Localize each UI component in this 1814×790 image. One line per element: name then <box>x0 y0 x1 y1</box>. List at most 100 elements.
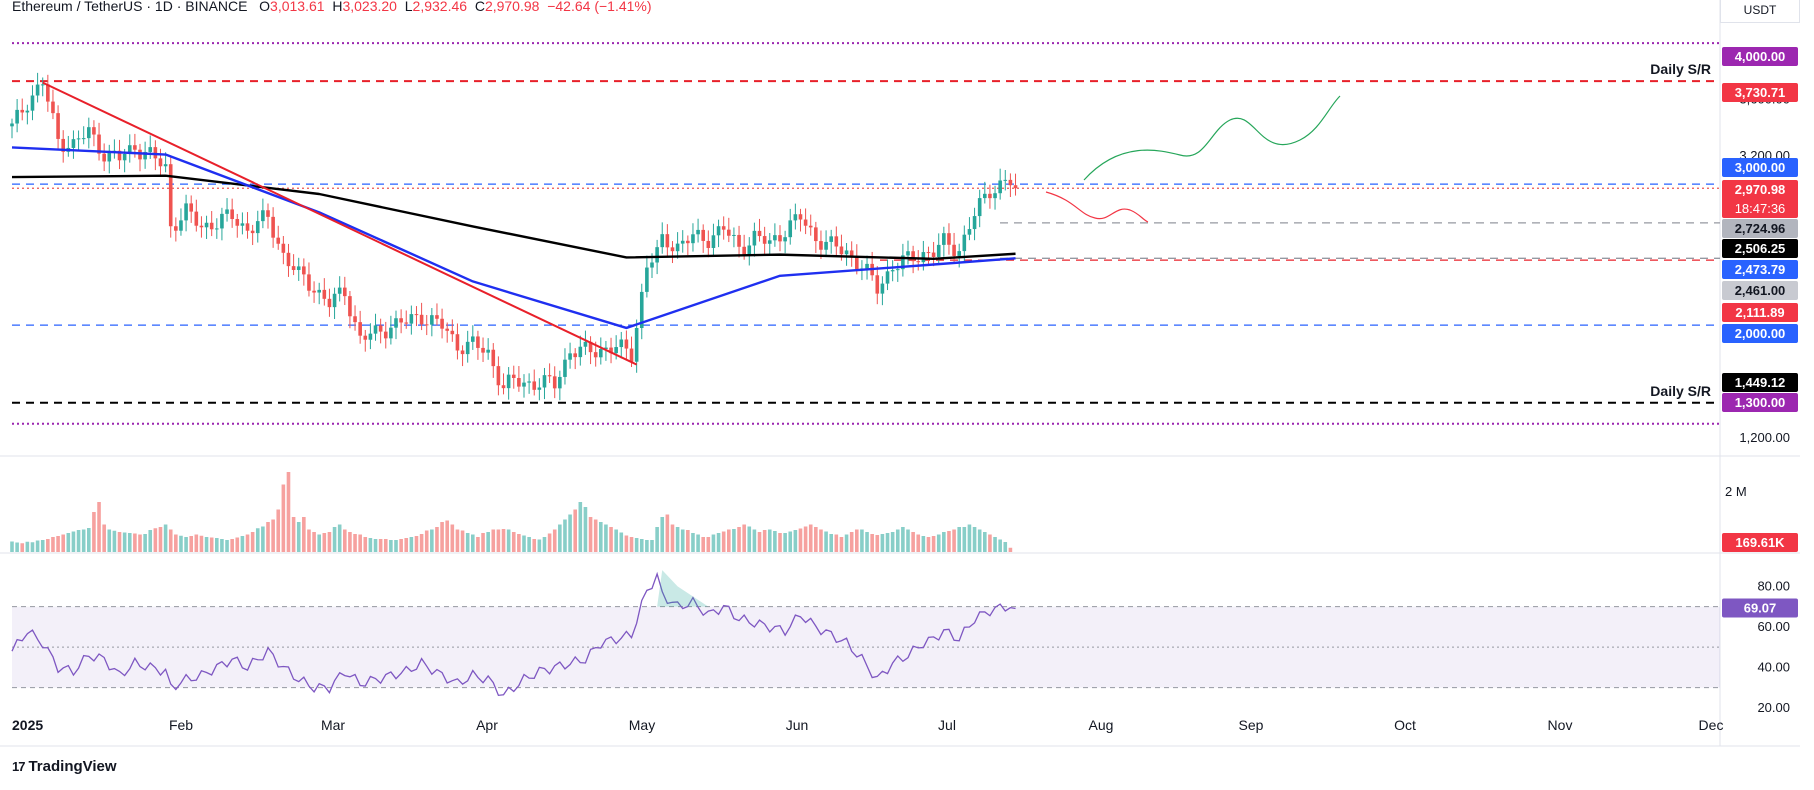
open-value: 3,013.61 <box>270 0 325 14</box>
volume-bar <box>117 532 122 552</box>
volume-bar <box>199 535 204 552</box>
volume-bar <box>491 529 496 552</box>
volume-bar <box>404 538 409 552</box>
symbol-title[interactable]: Ethereum / TetherUS · 1D · BINANCE <box>12 0 248 14</box>
volume-bar <box>435 527 439 552</box>
volume-bar <box>783 533 787 552</box>
volume-bar <box>819 529 823 552</box>
candle-body <box>358 322 362 336</box>
candle-body <box>732 234 736 236</box>
volume-bar <box>901 527 905 552</box>
price-level-tag-label: 2,724.96 <box>1735 221 1786 236</box>
volume-bar <box>51 537 55 552</box>
candle-body <box>332 293 337 308</box>
volume-bar <box>440 522 444 552</box>
volume-bar <box>230 539 234 552</box>
volume-bar <box>138 534 142 552</box>
volume-bar <box>599 522 603 552</box>
volume-bar <box>399 539 403 552</box>
candle-body <box>962 234 967 252</box>
candle-body <box>977 198 982 217</box>
volume-bar <box>363 537 368 552</box>
candle-body <box>486 349 490 353</box>
candle-body <box>455 334 460 351</box>
volume-bar <box>655 527 659 552</box>
volume-bar <box>373 539 378 552</box>
volume-bar <box>639 539 644 552</box>
candle-body <box>481 347 485 353</box>
candle-body <box>419 314 424 325</box>
candle-body <box>153 147 158 159</box>
candle-body <box>501 385 506 389</box>
volume-bar <box>255 528 260 552</box>
x-tick-label: Mar <box>321 717 345 733</box>
candle-body <box>916 261 921 263</box>
volume-bar <box>711 534 716 552</box>
volume-bar <box>906 529 910 552</box>
volume-bar <box>839 537 844 552</box>
volume-bar <box>343 529 347 552</box>
price-level-tag-label: 1,449.12 <box>1735 375 1786 390</box>
candle-body <box>235 219 240 226</box>
candle-body <box>102 153 106 162</box>
candle-body <box>727 229 731 236</box>
candle-body <box>752 230 757 246</box>
x-tick-label: Jun <box>786 717 809 733</box>
candle-body <box>711 235 716 248</box>
candle-body <box>537 387 542 390</box>
candle-body <box>834 236 839 247</box>
volume-bar <box>511 532 516 552</box>
candle-body <box>895 269 900 271</box>
change-value: −42.64 (−1.41%) <box>547 0 652 14</box>
volume-bar <box>527 537 531 552</box>
candle-body <box>378 325 383 332</box>
volume-bar <box>686 530 690 552</box>
ma-blue-line <box>11 146 1016 330</box>
candle-body <box>788 220 793 238</box>
candle-body <box>271 216 275 238</box>
volume-bar <box>931 536 936 552</box>
candle-body <box>747 245 752 255</box>
volume-bar <box>368 538 373 552</box>
price-level-tag <box>1722 47 1798 66</box>
volume-bar <box>317 534 321 552</box>
volume-bar <box>20 543 25 552</box>
price-level-tag <box>1722 393 1798 412</box>
currency-selector[interactable]: USDT <box>1720 0 1800 23</box>
volume-bar <box>824 531 828 552</box>
price-level-tag <box>1722 158 1798 177</box>
volume-bar <box>281 484 286 552</box>
price-level-tag-label: 2,970.98 <box>1735 182 1786 197</box>
volume-bar <box>660 517 665 552</box>
volume-bar <box>71 531 76 552</box>
candle-body <box>629 348 634 362</box>
candle-body <box>506 374 511 389</box>
volume-bar <box>353 534 357 552</box>
price-level-countdown: 18:47:36 <box>1735 201 1786 216</box>
volume-bar <box>727 529 731 552</box>
candle-body <box>1003 179 1008 181</box>
tradingview-logo[interactable]: 17 TradingView <box>12 758 117 775</box>
volume-bar <box>168 529 173 552</box>
high-value: 3,023.20 <box>342 0 397 14</box>
candle-body <box>609 347 613 354</box>
volume-bar <box>143 534 147 552</box>
volume-bar <box>486 532 490 552</box>
volume-bar <box>634 538 639 552</box>
price-level-tag-label: 4,000.00 <box>1735 49 1786 64</box>
candle-body <box>706 240 711 248</box>
candle-body <box>1008 179 1013 186</box>
volume-bar <box>701 537 705 552</box>
candle-body <box>957 251 961 256</box>
volume-tick-label: 2 M <box>1725 484 1747 499</box>
candle-body <box>634 328 639 362</box>
price-level-tag <box>1722 83 1798 102</box>
tradingview-name: TradingView <box>28 758 117 775</box>
candle-body <box>430 315 434 325</box>
volume-bar <box>680 529 685 552</box>
candle-body <box>51 101 55 114</box>
volume-bar <box>465 533 470 552</box>
volume-bar <box>102 524 106 552</box>
volume-bar <box>506 529 511 552</box>
